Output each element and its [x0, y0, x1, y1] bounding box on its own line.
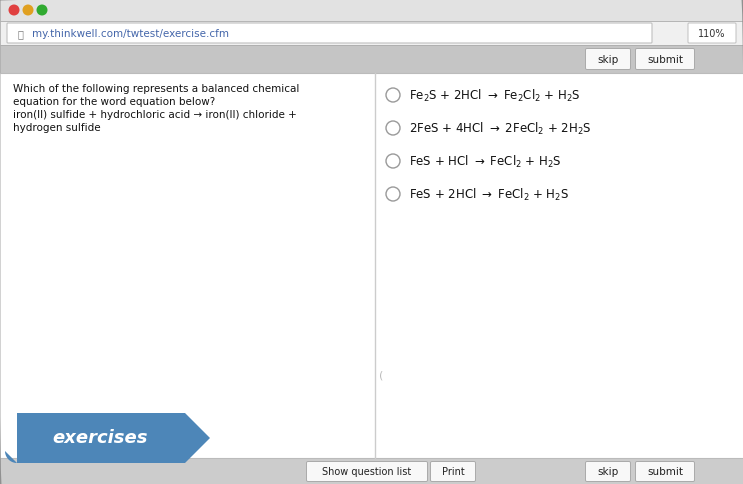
FancyBboxPatch shape — [635, 462, 695, 482]
Text: ⓘ: ⓘ — [17, 29, 23, 39]
FancyBboxPatch shape — [7, 24, 652, 44]
FancyBboxPatch shape — [0, 46, 743, 74]
Text: FeS + HCl $\rightarrow$ FeCl$_2$ + H$_2$S: FeS + HCl $\rightarrow$ FeCl$_2$ + H$_2$… — [409, 153, 562, 170]
FancyBboxPatch shape — [688, 24, 736, 44]
FancyBboxPatch shape — [0, 458, 743, 484]
Text: skip: skip — [597, 55, 619, 65]
FancyBboxPatch shape — [585, 462, 631, 482]
Text: (: ( — [379, 370, 383, 380]
Text: Show question list: Show question list — [322, 467, 412, 477]
Text: exercises: exercises — [52, 428, 148, 446]
Polygon shape — [5, 413, 210, 463]
Circle shape — [22, 5, 33, 16]
FancyBboxPatch shape — [635, 49, 695, 70]
Text: 110%: 110% — [698, 29, 726, 39]
FancyBboxPatch shape — [585, 49, 631, 70]
Text: FeS + 2HCl $\rightarrow$ FeCl$_2$ + H$_2$S: FeS + 2HCl $\rightarrow$ FeCl$_2$ + H$_2… — [409, 186, 569, 203]
Circle shape — [386, 188, 400, 201]
FancyBboxPatch shape — [307, 462, 427, 482]
Text: my.thinkwell.com/twtest/exercise.cfm: my.thinkwell.com/twtest/exercise.cfm — [32, 29, 229, 39]
FancyBboxPatch shape — [0, 74, 743, 458]
Circle shape — [386, 155, 400, 168]
Circle shape — [8, 5, 19, 16]
FancyBboxPatch shape — [0, 0, 743, 22]
Circle shape — [386, 89, 400, 103]
Text: submit: submit — [647, 467, 683, 477]
Text: equation for the word equation below?: equation for the word equation below? — [13, 97, 215, 107]
Text: skip: skip — [597, 467, 619, 477]
Text: 2FeS + 4HCl $\rightarrow$ 2FeCl$_2$ + 2H$_2$S: 2FeS + 4HCl $\rightarrow$ 2FeCl$_2$ + 2H… — [409, 121, 591, 137]
Circle shape — [36, 5, 48, 16]
Circle shape — [386, 122, 400, 136]
Text: hydrogen sulfide: hydrogen sulfide — [13, 123, 100, 133]
Text: Which of the following represents a balanced chemical: Which of the following represents a bala… — [13, 84, 299, 94]
Text: Fe$_2$S + 2HCl $\rightarrow$ Fe$_2$Cl$_2$ + H$_2$S: Fe$_2$S + 2HCl $\rightarrow$ Fe$_2$Cl$_2… — [409, 88, 580, 104]
Text: submit: submit — [647, 55, 683, 65]
Text: iron(II) sulfide + hydrochloric acid → iron(II) chloride +: iron(II) sulfide + hydrochloric acid → i… — [13, 110, 296, 120]
Text: Print: Print — [441, 467, 464, 477]
FancyBboxPatch shape — [430, 462, 476, 482]
FancyBboxPatch shape — [0, 22, 743, 46]
